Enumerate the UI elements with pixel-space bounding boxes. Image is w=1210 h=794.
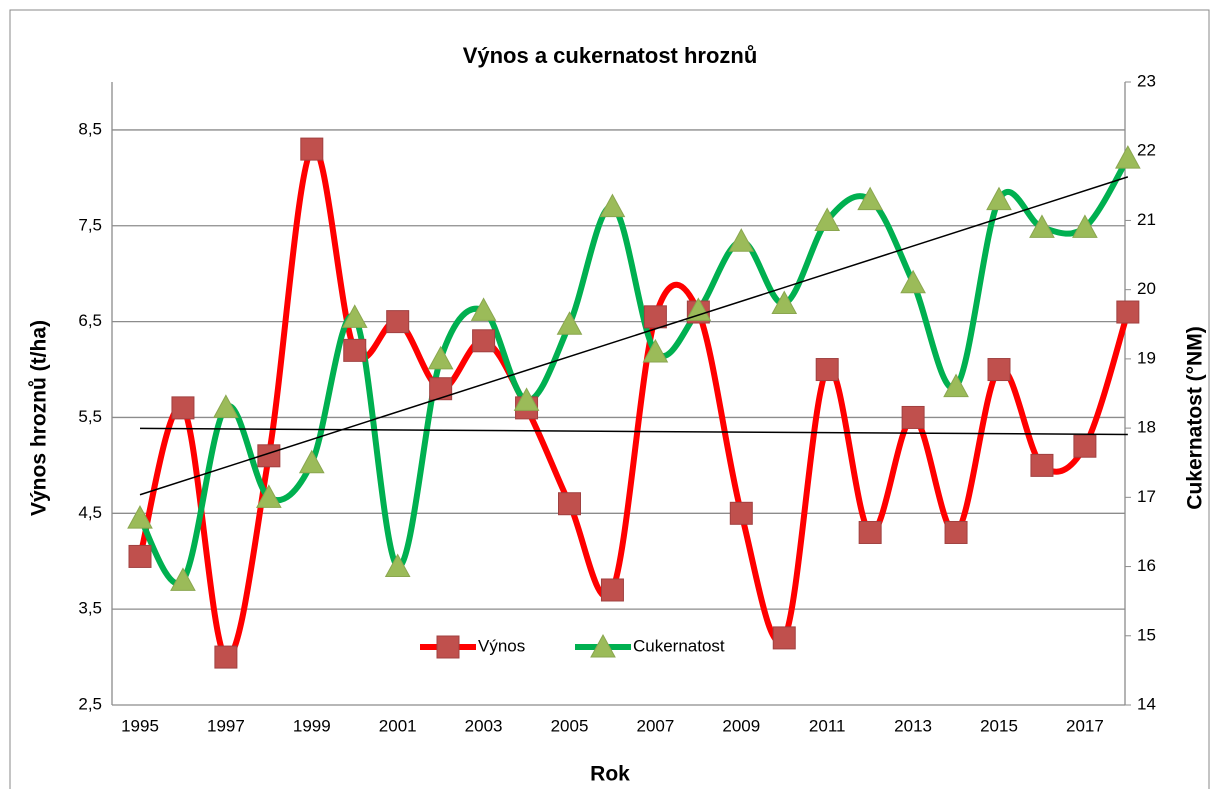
- y-tick-label: 6,5: [78, 311, 102, 330]
- marker: [427, 345, 454, 370]
- marker: [1073, 434, 1097, 458]
- y2-tick-label: 15: [1137, 625, 1156, 644]
- marker: [257, 444, 281, 468]
- marker: [685, 297, 712, 321]
- y-tick-label: 5,5: [78, 407, 102, 426]
- marker: [643, 305, 667, 329]
- marker: [900, 269, 926, 294]
- x-tick-label: 1995: [121, 716, 159, 735]
- marker: [944, 520, 968, 544]
- marker: [987, 358, 1011, 382]
- y-tick-label: 4,5: [78, 503, 102, 522]
- marker: [341, 304, 368, 328]
- marker: [386, 310, 410, 334]
- marker: [429, 377, 453, 401]
- marker: [590, 633, 616, 658]
- series-line: [137, 145, 1131, 661]
- marker: [170, 567, 196, 591]
- marker: [857, 186, 883, 211]
- y-axis-label: Výnos hroznů (t/ha): [28, 320, 51, 516]
- y2-tick-label: 19: [1137, 348, 1156, 367]
- x-tick-label: 2007: [636, 716, 674, 735]
- marker: [943, 373, 969, 398]
- x-tick-label: 2017: [1066, 716, 1104, 735]
- marker: [436, 635, 460, 659]
- legend-label: Výnos: [478, 636, 525, 655]
- marker: [298, 449, 325, 474]
- marker: [256, 484, 282, 508]
- x-axis-label: Rok: [590, 763, 630, 786]
- marker: [472, 329, 496, 353]
- marker: [1029, 214, 1055, 238]
- marker: [1072, 214, 1098, 238]
- marker: [171, 396, 195, 420]
- x-tick-label: 2003: [465, 716, 503, 735]
- marker: [343, 338, 367, 362]
- marker: [556, 311, 583, 335]
- marker: [128, 544, 152, 568]
- marker: [384, 553, 411, 578]
- marker: [986, 186, 1012, 211]
- y-tick-label: 2,5: [78, 694, 102, 713]
- x-tick-label: 2009: [722, 716, 760, 735]
- x-tick-label: 2001: [379, 716, 417, 735]
- chart-border: [9, 9, 1210, 794]
- marker: [642, 338, 669, 363]
- marker: [214, 645, 238, 669]
- marker: [728, 228, 755, 252]
- y-tick-label: 7,5: [78, 215, 102, 234]
- marker: [470, 297, 497, 321]
- y2-tick-label: 22: [1137, 141, 1156, 160]
- marker: [814, 207, 841, 231]
- y2-tick-label: 16: [1137, 556, 1156, 575]
- marker: [513, 387, 540, 411]
- y2-tick-label: 18: [1137, 418, 1156, 437]
- y2-tick-label: 14: [1137, 694, 1156, 713]
- marker: [772, 626, 796, 650]
- marker: [300, 137, 324, 161]
- trendline: [139, 176, 1129, 496]
- marker: [1115, 145, 1141, 169]
- marker: [213, 394, 239, 418]
- x-tick-label: 1999: [293, 716, 331, 735]
- y2-axis-label: Cukernatost (°NM): [1184, 326, 1207, 509]
- y-tick-label: 3,5: [78, 599, 102, 618]
- marker: [1030, 453, 1054, 477]
- marker: [858, 520, 882, 544]
- marker: [127, 505, 153, 529]
- y2-tick-label: 23: [1137, 71, 1156, 90]
- marker: [729, 501, 753, 525]
- x-tick-label: 2011: [809, 716, 846, 735]
- x-tick-label: 1997: [207, 716, 245, 735]
- marker: [771, 290, 798, 315]
- marker: [815, 358, 839, 382]
- legend-label: Cukernatost: [633, 636, 725, 655]
- y2-tick-label: 17: [1137, 487, 1156, 506]
- marker: [600, 578, 624, 602]
- x-tick-label: 2005: [551, 716, 589, 735]
- x-tick-label: 2015: [980, 716, 1018, 735]
- marker: [599, 193, 626, 218]
- x-tick-label: 2013: [894, 716, 932, 735]
- marker: [1116, 300, 1140, 324]
- marker: [901, 405, 925, 429]
- chart-title: Výnos a cukernatost hroznů: [463, 43, 758, 68]
- trendline: [139, 427, 1128, 436]
- y2-tick-label: 21: [1137, 210, 1156, 229]
- y2-tick-label: 20: [1137, 279, 1156, 298]
- y-tick-label: 8,5: [78, 119, 102, 138]
- marker: [558, 492, 581, 516]
